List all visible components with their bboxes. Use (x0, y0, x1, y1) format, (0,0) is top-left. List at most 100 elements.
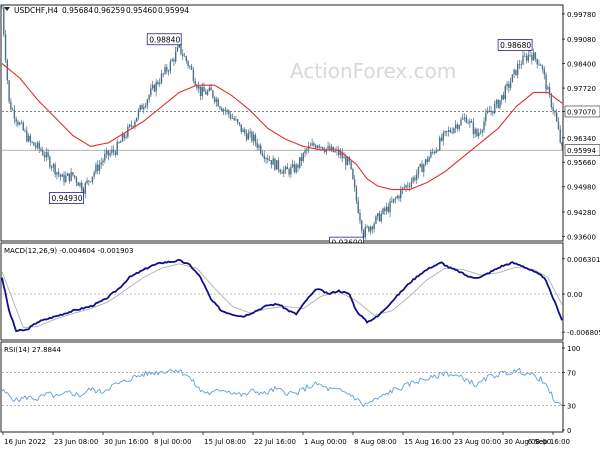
price-bar-body (412, 177, 414, 182)
price-bar-body (499, 100, 501, 108)
price-bar-body (527, 54, 530, 61)
x-tick-label-10: 30 Aug 08:00 (504, 438, 551, 446)
price-bar-body (283, 169, 285, 174)
price-bar-body (516, 64, 519, 76)
price-bar-body (472, 122, 475, 134)
price-bar-body (299, 157, 301, 168)
price-bar-body (146, 99, 149, 106)
price-bar-body (52, 164, 55, 168)
price-bar-body (339, 152, 342, 156)
price-bar-body (357, 200, 359, 213)
price-bar-body (513, 69, 515, 75)
price-bar-body (205, 91, 207, 95)
price-bar-body (405, 185, 407, 188)
price-bar-body (153, 84, 156, 92)
price-bar-body (40, 148, 42, 151)
price-bar-body (478, 132, 480, 137)
price-bar-body (424, 159, 427, 165)
price-bar-body (210, 87, 212, 91)
price-bar-body (231, 118, 234, 119)
price-bar-body (392, 198, 395, 203)
price-tick-label-2: 0.98400 (567, 61, 596, 69)
price-tick-label-1: 0.99080 (567, 36, 596, 44)
price-bar-body (34, 145, 37, 148)
price-bar-body (190, 66, 193, 70)
price-bar-body (369, 226, 372, 232)
rsi-line (1, 367, 563, 408)
price-bar-body (229, 114, 232, 119)
macd-y-axis: 0.006301 0.00 -0.006805 (562, 256, 600, 337)
price-bar-body (304, 150, 306, 154)
price-bar-body (343, 156, 345, 159)
price-bar-body (300, 157, 303, 162)
price-bar-body (187, 61, 189, 67)
price-bar-body (258, 145, 260, 148)
price-bar-body (446, 131, 448, 132)
annotation-label-3: 0.98680 (500, 41, 531, 50)
price-bar-body (460, 119, 462, 126)
x-tick-label-6: 1 Aug 00:00 (304, 438, 347, 446)
ohlc-open: 0.95684 (62, 6, 93, 15)
price-bar-body (79, 182, 81, 186)
price-bar-body (98, 164, 101, 171)
moving-average-series (1, 63, 563, 191)
price-bar-body (236, 119, 239, 123)
price-bar-body (378, 213, 381, 222)
price-bar-body (164, 67, 166, 74)
price-bar-body (49, 156, 51, 168)
price-bar-body (58, 172, 60, 175)
price-bar-body (373, 223, 375, 230)
price-bar-body (318, 145, 320, 148)
price-bar-body (68, 173, 71, 181)
price-bar-body (458, 125, 460, 129)
price-bar-body (143, 107, 145, 110)
price-bar-body (47, 152, 49, 157)
price-bar-body (332, 146, 335, 152)
price-bar-body (495, 99, 498, 104)
price-bar-body (27, 135, 30, 142)
price-bar-body (222, 109, 225, 111)
price-bar-body (492, 110, 494, 114)
price-bar-body (93, 172, 95, 177)
price-bar-body (488, 110, 491, 113)
price-bar-body (387, 206, 390, 212)
price-bar-body (127, 126, 129, 137)
price-bar-body (407, 185, 409, 187)
price-bar-body (483, 121, 485, 131)
price-bar-body (31, 141, 33, 143)
price-bar-body (123, 134, 125, 138)
price-bar-body (114, 151, 117, 155)
price-bar-body (474, 129, 476, 134)
price-bar-body (261, 153, 264, 156)
rsi-series (1, 367, 563, 408)
price-bar-body (120, 141, 122, 143)
rsi-panel: 100 70 30 0 RSI(14) 27.8844 (0, 341, 580, 435)
price-bar-body (221, 108, 223, 111)
price-bar-body (540, 64, 542, 66)
price-bar-body (547, 87, 549, 90)
price-bar-body (242, 129, 244, 132)
price-bar-body (139, 105, 141, 111)
price-bar-body (245, 133, 248, 140)
price-bar-body (311, 143, 313, 146)
price-bar-body (13, 109, 16, 119)
price-bar-body (417, 166, 420, 175)
price-bar-body (532, 52, 535, 61)
price-bar-body (485, 112, 487, 122)
price-bar-body (56, 172, 58, 175)
x-tick-label-8: 15 Aug 16:00 (404, 438, 451, 446)
price-bar-body (249, 131, 251, 134)
price-bar-body (497, 99, 499, 108)
price-bar-body (444, 131, 446, 133)
price-bar-body (352, 168, 354, 180)
macd-main-line (1, 258, 563, 333)
price-bar-body (398, 196, 400, 199)
price-bar-body (454, 124, 457, 129)
price-bar-body (493, 103, 496, 114)
price-bar-body (431, 151, 434, 153)
price-bar-body (189, 66, 191, 67)
price-level-label-1: 0.95994 (567, 147, 596, 155)
price-bar-body (515, 69, 517, 76)
price-bar-body (183, 55, 186, 57)
price-bar-body (442, 132, 444, 141)
